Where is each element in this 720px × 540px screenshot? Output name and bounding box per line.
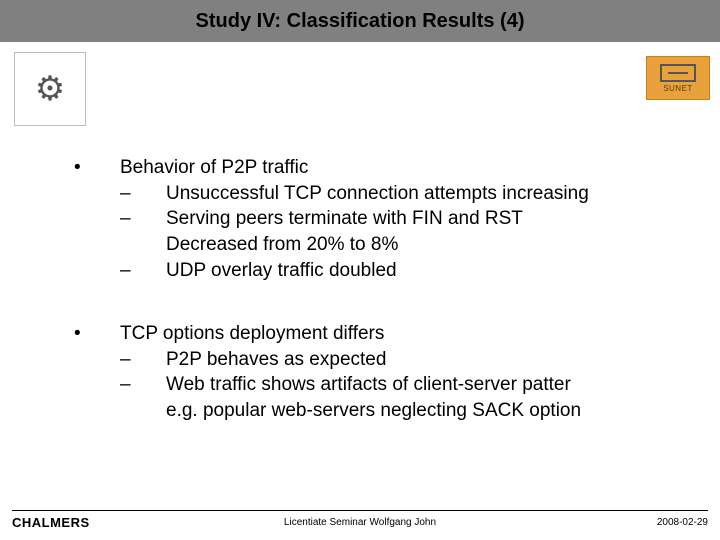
sub-bullet-text: Serving peers terminate with FIN and RST… [166, 206, 680, 257]
sub-bullet-text: UDP overlay traffic doubled [166, 258, 680, 284]
sub-bullet-line: –UDP overlay traffic doubled [74, 258, 680, 284]
bullet-marker: • [74, 321, 120, 347]
sunet-logo: SUNET [646, 56, 710, 100]
bullet-line: •Behavior of P2P traffic [74, 155, 680, 181]
sunet-icon [660, 64, 696, 82]
sub-bullet-line: –Unsuccessful TCP connection attempts in… [74, 181, 680, 207]
bullet-line: •TCP options deployment differs [74, 321, 680, 347]
footer-center: Licentiate Seminar Wolfgang John [284, 517, 436, 528]
crest-icon: ⚙ [35, 72, 65, 106]
bullet-text: TCP options deployment differs [120, 321, 680, 347]
sub-bullet-marker: – [120, 206, 166, 257]
footer-right: 2008-02-29 [657, 517, 708, 528]
sub-bullet-line: –Web traffic shows artifacts of client-s… [74, 372, 680, 423]
footer-left: CHALMERS [12, 515, 90, 530]
bullet-block: •Behavior of P2P traffic–Unsuccessful TC… [74, 155, 680, 283]
sub-bullet-text: Unsuccessful TCP connection attempts inc… [166, 181, 680, 207]
sub-bullet-marker: – [120, 372, 166, 423]
slide-body: •Behavior of P2P traffic–Unsuccessful TC… [74, 155, 680, 462]
sub-bullet-marker: – [120, 347, 166, 373]
sub-bullet-text: Web traffic shows artifacts of client-se… [166, 372, 680, 423]
title-bar: Study IV: Classification Results (4) [0, 0, 720, 42]
sub-bullet-marker: – [120, 181, 166, 207]
bullet-block: •TCP options deployment differs–P2P beha… [74, 321, 680, 424]
bullet-marker: • [74, 155, 120, 181]
sub-bullet-marker: – [120, 258, 166, 284]
crest-logo: ⚙ [14, 52, 86, 126]
bullet-text: Behavior of P2P traffic [120, 155, 680, 181]
sunet-label: SUNET [663, 84, 693, 93]
sub-bullet-line: –Serving peers terminate with FIN and RS… [74, 206, 680, 257]
slide-title: Study IV: Classification Results (4) [196, 10, 525, 33]
sub-bullet-line: –P2P behaves as expected [74, 347, 680, 373]
footer: CHALMERS Licentiate Seminar Wolfgang Joh… [12, 510, 708, 530]
sub-bullet-text: P2P behaves as expected [166, 347, 680, 373]
